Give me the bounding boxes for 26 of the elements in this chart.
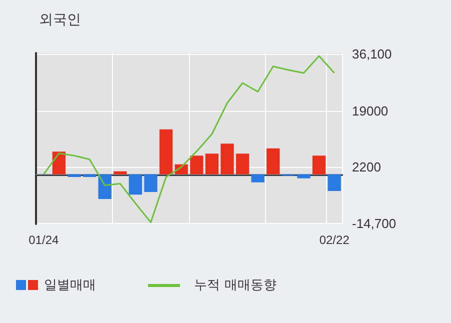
bar [251,174,264,182]
bar [52,152,66,174]
bar [82,174,96,177]
bar [328,174,341,191]
bar [297,174,310,178]
bar [236,154,250,174]
x-tick-label: 02/22 [319,233,350,247]
bar [312,156,326,174]
bar [190,156,204,174]
bar [159,129,173,174]
y-tick-label: 36,100 [352,46,392,62]
chart-title: 외국인 [39,12,81,28]
y-tick-label: 19000 [352,104,388,118]
bar [128,174,142,195]
x-tick-label: 01/24 [28,233,59,247]
bar [68,174,81,177]
y-tick-label: 2200 [352,160,381,174]
bar [266,148,280,174]
bar [205,154,219,174]
bar [220,144,234,174]
y-tick-label: -14,700 [352,216,396,231]
legend-label: 누적 매매동향 [193,277,276,294]
bar [144,174,158,192]
bar [114,171,127,174]
line-series [42,55,336,224]
legend-label: 일별매매 [43,277,96,294]
